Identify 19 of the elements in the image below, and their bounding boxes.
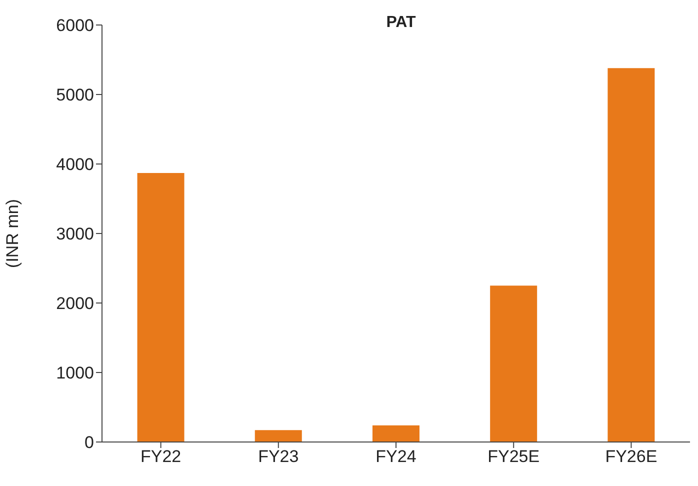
- x-tick-label: FY24: [376, 447, 416, 466]
- chart-title: PAT: [385, 14, 417, 32]
- y-tick-label: 0: [84, 433, 94, 452]
- y-tick-label: 6000: [56, 16, 94, 36]
- bar: [254, 430, 302, 442]
- y-tick-label: 4000: [56, 155, 94, 174]
- y-tick-label: 5000: [56, 86, 94, 105]
- x-tick-label: FY25E: [488, 447, 540, 466]
- bar: [608, 68, 655, 442]
- x-tick-label: FY26E: [605, 447, 658, 466]
- bar: [372, 425, 420, 442]
- y-tick-label: 1000: [56, 364, 94, 383]
- y-axis-title: (INR mn): [3, 199, 22, 268]
- bar: [490, 286, 538, 442]
- bar: [137, 173, 184, 442]
- x-tick-label: FY23: [258, 447, 299, 466]
- y-tick-label: 3000: [56, 224, 94, 244]
- y-tick-label: 2000: [56, 294, 94, 314]
- x-tick-label: FY22: [140, 447, 182, 466]
